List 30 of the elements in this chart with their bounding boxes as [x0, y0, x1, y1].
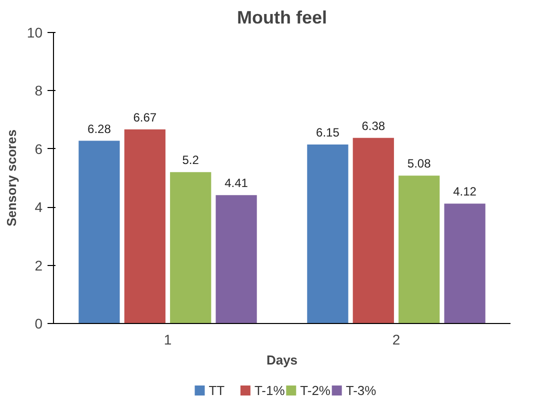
data-label: 5.2	[182, 153, 200, 168]
y-axis-title: Sensory scores	[4, 130, 19, 226]
x-tick-label: 1	[164, 332, 172, 348]
data-label: 4.41	[224, 176, 248, 190]
y-tick-label: 8	[34, 82, 43, 99]
bar	[307, 144, 348, 324]
bar	[78, 140, 120, 324]
bar	[352, 138, 394, 324]
bar	[124, 129, 166, 324]
y-tick-label: 6	[34, 140, 43, 157]
legend-label: TT	[208, 383, 225, 398]
data-label: 6.15	[316, 126, 340, 140]
bar	[398, 176, 440, 324]
legend-label: T-1%	[254, 383, 286, 398]
y-tick-label: 4	[34, 199, 43, 216]
y-tick-label: 2	[34, 257, 43, 274]
data-label: 5.08	[407, 156, 432, 171]
y-tick-label: 10	[26, 24, 43, 40]
chart-title: Mouth feel	[237, 8, 328, 28]
bar	[444, 204, 486, 324]
data-label: 4.12	[453, 184, 477, 199]
data-label: 6.28	[88, 122, 112, 136]
y-tick-label: 0	[34, 316, 43, 332]
bar	[170, 172, 212, 324]
data-label: 6.67	[133, 110, 157, 124]
bar	[216, 195, 257, 324]
legend-label: T-2%	[300, 383, 331, 398]
data-label: 6.38	[362, 118, 386, 133]
legend-label: T-3%	[346, 383, 377, 398]
x-axis-title: Days	[266, 352, 298, 368]
